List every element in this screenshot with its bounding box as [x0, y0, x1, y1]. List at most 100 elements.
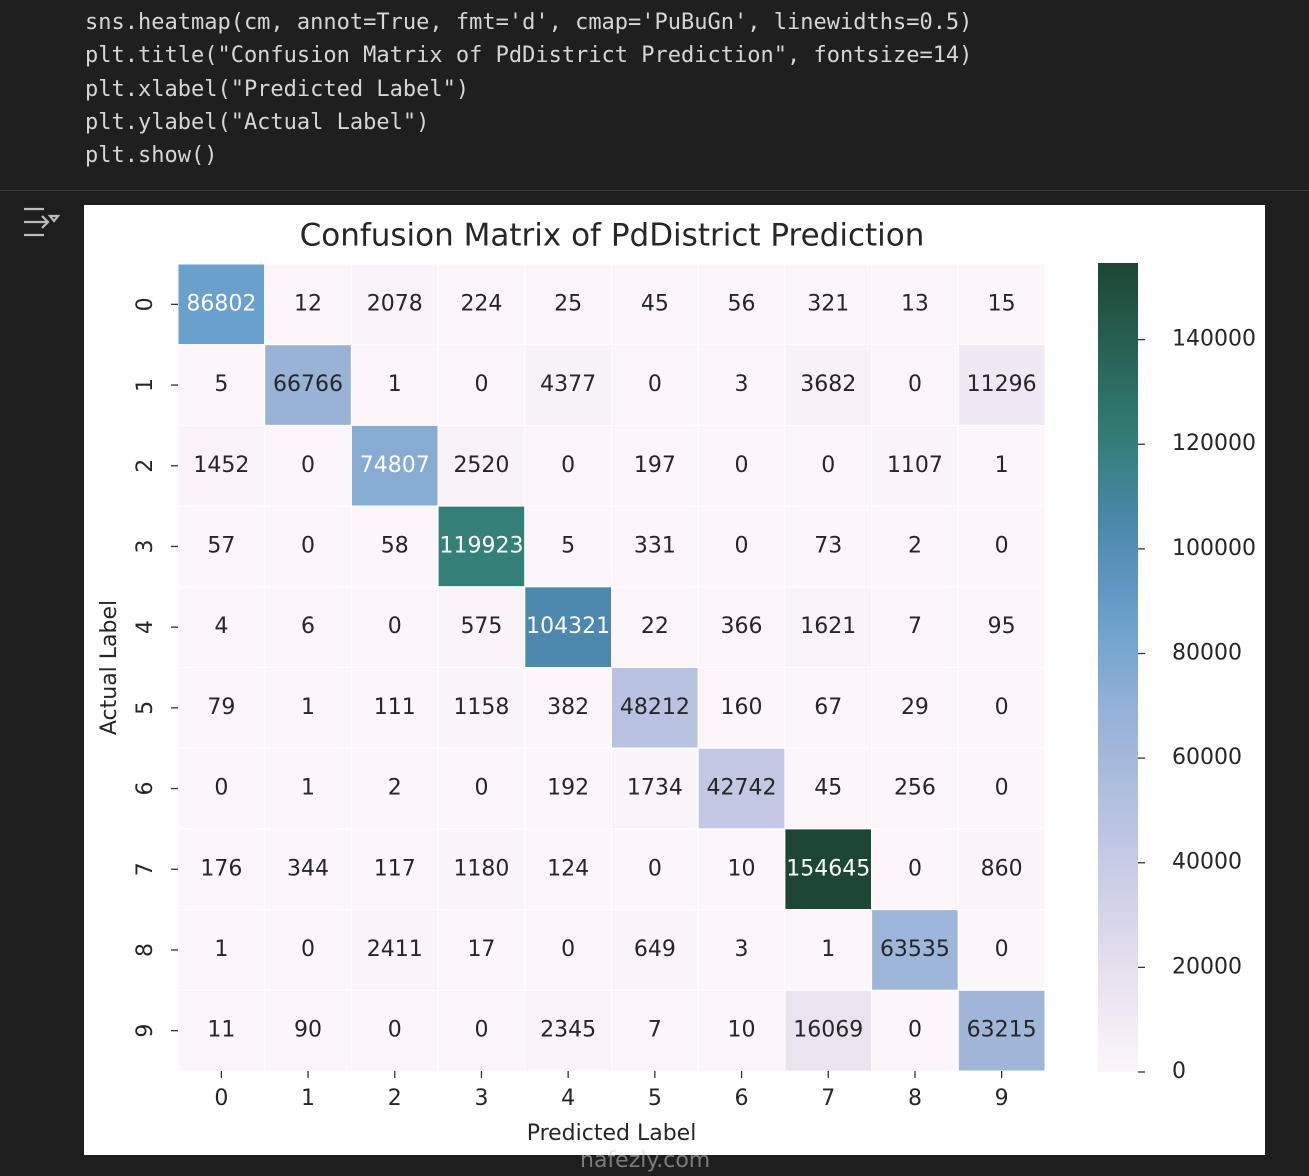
cell-annotation: 66766 — [273, 372, 343, 397]
cell-annotation: 2078 — [367, 291, 423, 316]
cell-annotation: 13 — [901, 291, 929, 316]
heatmap-cell — [871, 747, 959, 830]
output-toggle-icon[interactable] — [22, 206, 60, 238]
cell-annotation: 1 — [301, 695, 315, 720]
cell-annotation: 119923 — [439, 533, 523, 558]
y-tick-label: 4 — [133, 620, 158, 634]
heatmap-cell — [957, 909, 1046, 991]
cell-annotation: 63215 — [967, 1018, 1037, 1043]
cell-annotation: 29 — [901, 695, 929, 720]
heatmap-cell — [957, 263, 1046, 346]
heatmap-cell — [524, 424, 612, 507]
heatmap-cell — [611, 505, 699, 588]
heatmap-cell — [177, 667, 266, 749]
code-line: sns.heatmap(cm, annot=True, fmt='d', cma… — [85, 10, 973, 35]
cell-annotation: 1 — [388, 372, 402, 397]
heatmap-cell — [871, 828, 959, 911]
cell-annotation: 1 — [301, 776, 315, 801]
cell-annotation: 17 — [467, 937, 495, 962]
heatmap-cell — [524, 667, 612, 749]
cell-annotation: 42742 — [707, 776, 777, 801]
colorbar-tick-label: 120000 — [1172, 431, 1256, 456]
heatmap-cell — [957, 344, 1046, 426]
heatmap-cell — [784, 747, 873, 830]
cell-annotation: 649 — [634, 937, 676, 962]
heatmap-cell — [957, 989, 1046, 1072]
code-line: plt.ylabel("Actual Label") — [85, 109, 430, 135]
cell-annotation: 0 — [735, 453, 749, 478]
cell-annotation: 15 — [988, 291, 1016, 316]
x-tick-label: 3 — [474, 1086, 488, 1111]
colorbar-tick-label: 0 — [1172, 1059, 1186, 1084]
y-tick-label: 3 — [133, 539, 158, 553]
cell-annotation: 1107 — [887, 453, 943, 478]
cell-annotation: 197 — [634, 453, 676, 478]
chart: Confusion Matrix of PdDistrict Predictio… — [97, 218, 1256, 1147]
heatmap-cell — [264, 344, 352, 426]
heatmap-cell — [524, 909, 612, 991]
cell-annotation: 0 — [301, 937, 315, 962]
heatmap-cell — [524, 828, 612, 911]
heatmap-cell — [871, 344, 959, 426]
heatmap-cell — [784, 505, 873, 588]
watermark: nafezly.com — [580, 1148, 711, 1173]
cell-annotation: 0 — [735, 533, 749, 558]
heatmap-cell — [697, 989, 786, 1072]
heatmap-cell — [784, 344, 873, 426]
cell-annotation: 224 — [460, 291, 502, 316]
heatmap-cell — [524, 263, 612, 346]
heatmap-cell — [264, 586, 352, 668]
cell-annotation: 0 — [388, 1018, 402, 1043]
cell-annotation: 63535 — [880, 937, 950, 962]
cell-annotation: 4 — [214, 614, 228, 639]
cell-annotation: 11 — [207, 1018, 235, 1043]
heatmap-cell — [177, 505, 266, 588]
x-tick-label: 6 — [735, 1086, 749, 1111]
heatmap-cell — [611, 667, 699, 749]
cell-annotation: 0 — [648, 856, 662, 881]
cell-annotation: 1 — [821, 937, 835, 962]
heatmap-cell — [350, 828, 439, 911]
x-tick-label: 5 — [648, 1086, 662, 1111]
heatmap-cell — [611, 586, 699, 668]
colorbar-tick-label: 40000 — [1172, 850, 1242, 875]
heatmap-cell — [957, 747, 1046, 830]
heatmap-cell — [524, 989, 612, 1072]
y-tick-label: 6 — [133, 782, 158, 796]
cell-annotation: 12 — [294, 291, 322, 316]
cell-annotation: 0 — [648, 372, 662, 397]
cell-annotation: 2 — [388, 776, 402, 801]
heatmap-cell — [264, 828, 352, 911]
cell-annotation: 0 — [908, 372, 922, 397]
cell-annotation: 124 — [547, 856, 589, 881]
cell-annotation: 45 — [814, 776, 842, 801]
heatmap-cell — [177, 424, 266, 507]
heatmap-cell — [264, 909, 352, 991]
x-tick-label: 4 — [561, 1086, 575, 1111]
heatmap-cell — [524, 505, 612, 588]
cell-annotation: 58 — [381, 533, 409, 558]
output-panel: Confusion Matrix of PdDistrict Predictio… — [84, 205, 1265, 1155]
cell-annotation: 74807 — [360, 453, 430, 478]
cell-annotation: 2 — [908, 533, 922, 558]
x-tick-label: 1 — [301, 1086, 315, 1111]
cell-annotation: 0 — [474, 372, 488, 397]
cell-annotation: 5 — [214, 372, 228, 397]
heatmap-cell — [957, 505, 1046, 588]
heatmap-cell — [871, 586, 959, 668]
cell-annotation: 575 — [460, 614, 502, 639]
cell-annotation: 56 — [728, 291, 756, 316]
heatmap-cell — [871, 667, 959, 749]
heatmap-cell — [350, 424, 439, 507]
cell-annotation: 344 — [287, 856, 329, 881]
cell-annotation: 25 — [554, 291, 582, 316]
code-cell[interactable]: sns.heatmap(cm, annot=True, fmt='d', cma… — [0, 0, 1309, 191]
heatmap-cell — [611, 828, 699, 911]
cell-annotation: 57 — [207, 533, 235, 558]
heatmap-cell — [350, 263, 439, 346]
y-tick-label: 8 — [133, 943, 158, 957]
heatmap-cell — [437, 989, 526, 1072]
cell-annotation: 6 — [301, 614, 315, 639]
heatmap-cell — [264, 989, 352, 1072]
colorbar-tick-label: 100000 — [1172, 536, 1256, 561]
